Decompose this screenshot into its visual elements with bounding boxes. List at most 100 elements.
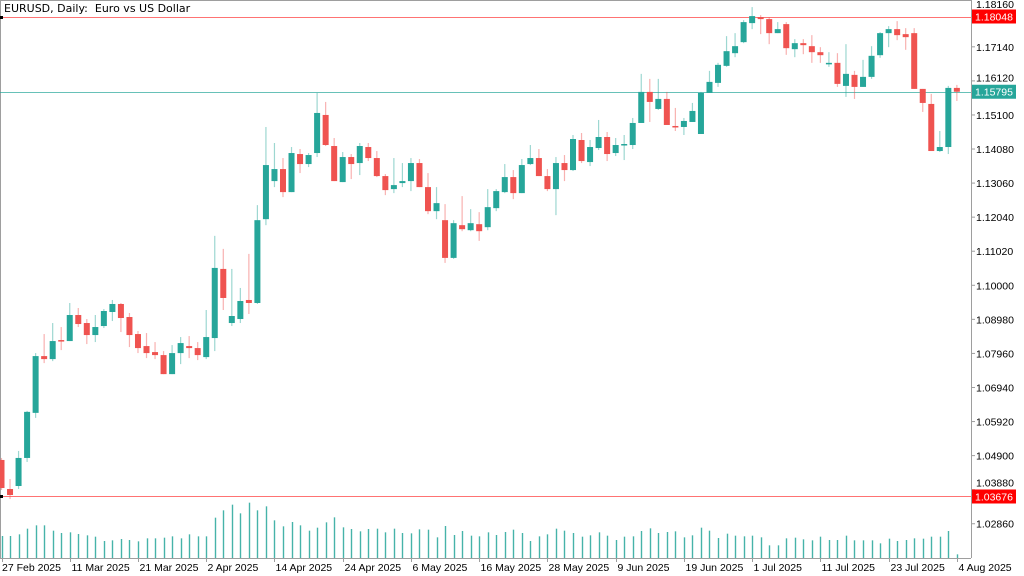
candles (0, 7, 960, 500)
price-tick-label: 1.16120 (976, 73, 1014, 85)
bear-candle (800, 39, 807, 55)
candle-body (902, 34, 909, 38)
candle-body (877, 33, 884, 56)
bull-candle (723, 36, 730, 67)
candle-body (783, 24, 790, 49)
bear-candle (134, 331, 141, 354)
low-level-marker (0, 495, 3, 498)
candle-body (535, 158, 542, 177)
high-level-marker (0, 16, 3, 19)
bull-candle (288, 147, 295, 193)
price-tick-label: 1.17140 (976, 42, 1014, 54)
candle-body (425, 187, 431, 212)
price-tick-label: 1.12040 (976, 212, 1014, 224)
price-axis[interactable]: 1.18160 1.17140 1.16120 1.15100 1.14080 1.130… (971, 0, 1014, 531)
bull-candle (169, 345, 176, 375)
bull-candle (680, 117, 687, 135)
price-tick-label: 1.03880 (976, 477, 1014, 489)
date-tick-label: 19 Jun 2025 (686, 562, 744, 574)
candle-body (143, 346, 150, 354)
time-axis[interactable]: 27 Feb 2025 11 Mar 2025 21 Mar 2025 2 Apr 2… (2, 558, 1012, 574)
candle-body (501, 177, 508, 193)
candle-body (254, 220, 261, 303)
price-tick-label: 1.18160 (976, 0, 1014, 11)
bear-candle (928, 93, 935, 152)
candle-body (552, 163, 559, 190)
bear-candle (757, 15, 764, 35)
bull-candle (49, 323, 56, 362)
price-tick-label: 1.13060 (976, 178, 1014, 190)
bear-candle (7, 478, 14, 500)
bull-candle (450, 220, 457, 259)
bear-candle (544, 169, 551, 192)
current-price-label: 1.15795 (975, 87, 1013, 99)
bull-candle (825, 52, 832, 67)
bear-candle (117, 302, 124, 333)
candle-body (689, 110, 696, 122)
candle-body (655, 98, 662, 109)
bull-candle (15, 450, 22, 490)
bear-candle (297, 149, 304, 174)
candle-body (953, 87, 960, 92)
bull-candle (629, 117, 636, 150)
bear-candle (902, 28, 909, 50)
candle-body (561, 163, 568, 171)
price-tick-label: 1.10000 (976, 280, 1014, 292)
bull-candle (885, 26, 892, 48)
bull-candle (24, 410, 31, 462)
candle-body (365, 147, 372, 159)
candle-body (510, 177, 517, 194)
candle-body (322, 114, 329, 146)
candle-body (41, 356, 48, 360)
bear-candle (425, 173, 431, 215)
bear-candle (126, 313, 133, 348)
bear-candle (442, 204, 449, 263)
candle-body (646, 91, 653, 102)
price-levels (0, 16, 971, 498)
candle-body (442, 220, 449, 258)
bull-candle (689, 102, 696, 122)
bull-candle (621, 134, 628, 161)
candle-body (885, 29, 892, 34)
price-tick-label: 1.04900 (976, 451, 1014, 463)
candle-body (416, 163, 423, 188)
bull-candle (177, 337, 184, 365)
candle-body (680, 120, 687, 127)
bull-candle (305, 153, 312, 168)
high-level-label: 1.18048 (975, 12, 1013, 24)
high-level-label-bg (972, 9, 1016, 24)
price-level-labels: 1.18048 1.15795 1.03676 (972, 9, 1016, 504)
candle-body (544, 176, 551, 190)
candle-body (706, 81, 713, 93)
candle-body (834, 62, 841, 84)
bull-candle (697, 91, 704, 134)
bull-candle (66, 302, 73, 342)
candle-body (570, 139, 577, 171)
bear-candle (646, 78, 653, 122)
candle-body (860, 76, 867, 87)
candle-body (220, 268, 227, 298)
candle-body (911, 33, 918, 89)
candle-body (433, 203, 440, 212)
date-tick-label: 28 May 2025 (549, 562, 610, 574)
candle-body (936, 147, 943, 152)
price-tick-label: 1.15100 (976, 110, 1014, 122)
candle-body (945, 87, 952, 148)
candle-body (817, 52, 824, 56)
bear-candle (894, 21, 901, 41)
candle-body (578, 140, 585, 162)
bear-candle (331, 138, 338, 182)
candle-body (15, 457, 22, 487)
bull-candle (518, 159, 525, 194)
candle-body (459, 225, 466, 230)
candle-body (723, 51, 730, 66)
bull-candle (860, 59, 867, 87)
candle-body (297, 154, 304, 165)
bull-candle (732, 33, 739, 58)
bull-candle (791, 39, 798, 58)
bull-candle (356, 143, 363, 176)
bull-candle (211, 235, 218, 352)
bull-candle (484, 189, 491, 231)
